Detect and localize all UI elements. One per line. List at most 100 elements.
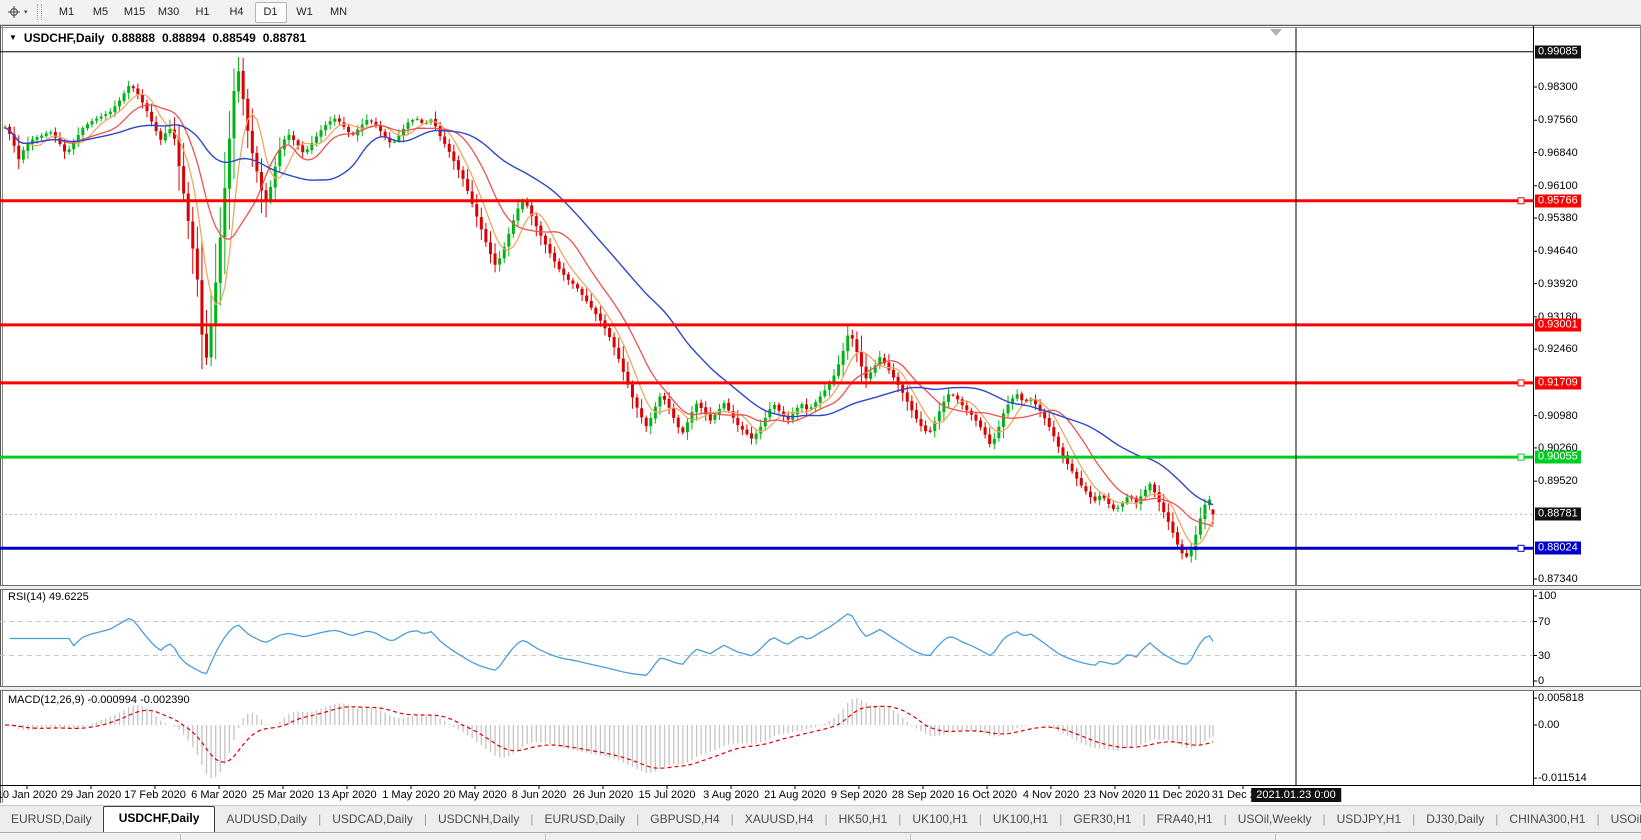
line-handle[interactable] [1517, 379, 1525, 387]
chart-tab-usoil-[interactable]: USOil, [1610, 812, 1641, 826]
toolbar-grip[interactable] [36, 4, 42, 20]
candle-body [63, 144, 67, 152]
candle-body [406, 122, 410, 129]
candle-body [246, 98, 250, 131]
chart-tab-audusd-daily[interactable]: AUDUSD,Daily [226, 812, 308, 826]
candle-body [983, 427, 987, 435]
chevron-down-icon[interactable]: ▾ [24, 9, 28, 16]
price-axis-tick: 0.97560 [1538, 114, 1578, 127]
candle-body [369, 120, 373, 122]
timeframe-button-m5[interactable]: M5 [92, 5, 109, 18]
date-axis-tick: 25 Mar 2020 [252, 789, 314, 801]
collapse-triangle-icon[interactable]: ▼ [9, 33, 17, 42]
timeframe-button-w1[interactable]: W1 [296, 5, 313, 18]
candle-body [1088, 491, 1092, 498]
chart-tab-usdjpy-h1[interactable]: USDJPY,H1 [1336, 812, 1402, 826]
candle-body [878, 357, 882, 366]
chart-tab-xauusd-h4[interactable]: XAUUSD,H4 [744, 812, 814, 826]
chart-tab-uk100-h1[interactable]: UK100,H1 [912, 812, 968, 826]
line-handle[interactable] [1517, 544, 1525, 552]
timeframe-button-h4[interactable]: H4 [229, 5, 244, 18]
price-axis-highlight-label: 0.91709 [1535, 376, 1581, 390]
candle-body [223, 187, 227, 238]
candle-body [337, 118, 341, 122]
price-axis-tick: 0.98300 [1538, 81, 1578, 93]
tab-separator: | [730, 812, 734, 826]
timeframe-button-h1[interactable]: H1 [195, 5, 210, 18]
candle-body [626, 371, 630, 385]
chart-tab-usdcad-daily[interactable]: USDCAD,Daily [332, 812, 413, 826]
candle-body [910, 400, 914, 411]
timeframe-button-m30[interactable]: M30 [157, 5, 180, 18]
chart-tab-china300-h1[interactable]: CHINA300,H1 [1509, 812, 1586, 826]
macd-axis-tick: 0.00 [1538, 719, 1560, 731]
chart-tab-fra40-h1[interactable]: FRA40,H1 [1156, 812, 1213, 826]
candle-body [859, 351, 863, 367]
candle-body [424, 122, 428, 124]
chart-tab-gbpusd-h4[interactable]: GBPUSD,H4 [650, 812, 720, 826]
splitter-main-rsi[interactable] [0, 585, 1641, 590]
tab-separator: | [318, 812, 322, 826]
timeframe-button-d1[interactable]: D1 [254, 1, 287, 23]
chart-tab-eurusd-daily[interactable]: EURUSD,Daily [544, 812, 626, 826]
candle-body [585, 295, 589, 302]
candle-body [699, 402, 703, 408]
candle-body [1194, 534, 1198, 551]
line-handle[interactable] [1517, 453, 1525, 461]
candle-body [630, 384, 634, 398]
timeframe-button-mn[interactable]: MN [329, 5, 348, 18]
chart-tab-dj30-daily[interactable]: DJ30,Daily [1426, 812, 1485, 826]
line-handle[interactable] [1517, 197, 1525, 205]
candle-body [1098, 495, 1102, 501]
chart-tab-usdchf-daily[interactable]: USDCHF,Daily [102, 806, 216, 832]
candle-body [576, 284, 579, 289]
tab-separator: | [530, 812, 534, 826]
chart-tab-usdcnh-daily[interactable]: USDCNH,Daily [438, 812, 520, 826]
chart-tab-bar: EURUSD,Daily USDCHF,Daily AUDUSD,Daily | USD… [0, 805, 1641, 832]
candle-body [447, 143, 451, 152]
candle-body [388, 137, 392, 143]
candle-body [1093, 496, 1097, 501]
candle-body [438, 126, 442, 137]
chart-tab-uk100-h1[interactable]: UK100,H1 [992, 812, 1049, 826]
chart-tab-ger30-h1[interactable]: GER30,H1 [1073, 812, 1132, 826]
price-axis-tick: 0.95380 [1538, 212, 1578, 225]
candle-body [30, 139, 34, 145]
tab-separator: | [898, 812, 902, 826]
candle-body [919, 418, 923, 427]
candle-body [113, 106, 117, 113]
candle-body [479, 217, 483, 230]
splitter-rsi-macd[interactable] [0, 686, 1641, 691]
candle-body [269, 186, 273, 201]
macd-axis-tick: -0.011514 [1538, 772, 1587, 785]
candle-body [1198, 518, 1202, 535]
chart-tab-hk50-h1[interactable]: HK50,H1 [838, 812, 888, 826]
candle-body [713, 414, 717, 420]
timeframe-button-m1[interactable]: M1 [58, 5, 75, 18]
chart-tab-usoil-weekly[interactable]: USOil,Weekly [1237, 812, 1312, 826]
candle-body [795, 407, 799, 415]
candle-body [873, 365, 877, 373]
timeframe-button-m15[interactable]: M15 [123, 5, 146, 18]
candle-body [1070, 463, 1074, 472]
candle-body [168, 129, 172, 134]
date-axis-tick: 8 Jun 2020 [511, 789, 567, 801]
candle-body [832, 375, 836, 385]
candle-body [287, 134, 291, 140]
candle-body [850, 335, 854, 339]
candle-body [837, 364, 841, 376]
crosshair-tool-button[interactable]: ▾ [4, 2, 31, 22]
chart-tab-eurusd-daily[interactable]: EURUSD,Daily [11, 812, 92, 826]
candle-body [502, 246, 506, 259]
candle-body [809, 407, 813, 409]
tab-separator: | [824, 812, 828, 826]
candle-body [882, 357, 886, 364]
candle-body [960, 399, 964, 406]
candle-body [869, 372, 873, 379]
macd-axis-tick: 0.005818 [1538, 692, 1584, 705]
price-axis-tick: 0.94640 [1538, 245, 1578, 258]
candle-body [589, 300, 593, 308]
chart-shift-marker-icon[interactable] [1270, 29, 1282, 36]
